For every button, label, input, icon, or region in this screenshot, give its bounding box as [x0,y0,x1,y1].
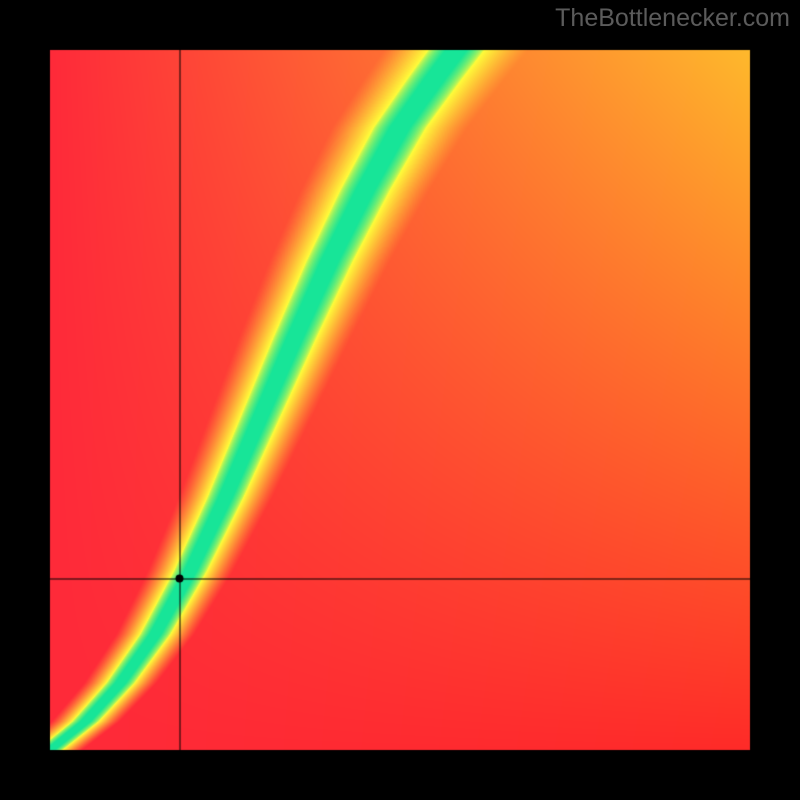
watermark-text: TheBottlenecker.com [555,4,790,33]
chart-root: TheBottlenecker.com [0,0,800,800]
heatmap-canvas [0,0,800,800]
